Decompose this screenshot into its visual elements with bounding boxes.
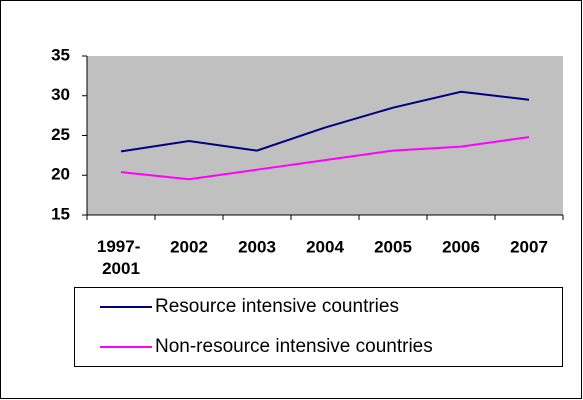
x-tick-label: 2003	[238, 237, 276, 256]
x-tick-label: 2002	[170, 237, 208, 256]
legend-label: Resource intensive countries	[155, 296, 399, 317]
legend-box	[74, 287, 563, 367]
x-tick-label: 1997- 2001	[97, 237, 145, 278]
y-tick-label: 25	[51, 125, 70, 144]
y-tick-label: 30	[51, 85, 70, 104]
series-line	[120, 90, 530, 153]
y-tick-label: 20	[51, 165, 70, 184]
x-tick-label: 2005	[374, 237, 412, 256]
y-tick-label: 15	[51, 204, 70, 223]
plot-area	[87, 56, 563, 215]
y-tick-label: 35	[51, 45, 70, 64]
legend-label: Non-resource intensive countries	[155, 336, 433, 357]
x-tick-label: 2007	[510, 237, 548, 256]
x-tick-label: 2004	[306, 237, 344, 256]
series-line	[120, 136, 530, 181]
x-tick-label: 2006	[442, 237, 480, 256]
